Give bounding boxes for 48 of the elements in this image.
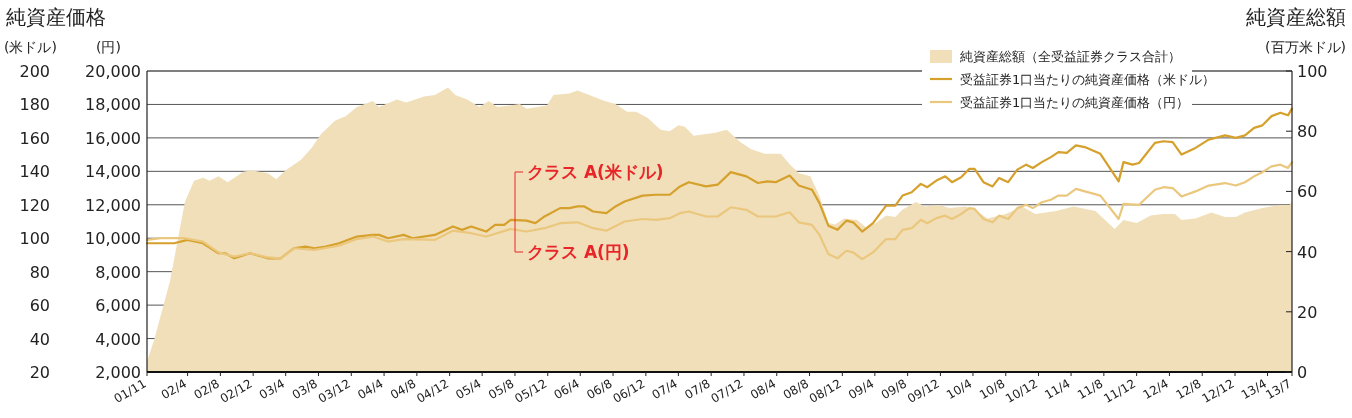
y3-axis-title: (円): [96, 39, 121, 55]
y-tick-label: 40: [29, 329, 50, 349]
y-tick-label: 20: [29, 363, 50, 382]
legend-label: 受益証券1口当たりの純資産価格（米ドル）: [960, 72, 1216, 87]
x-tick-label: 05/4: [453, 376, 484, 403]
y-tick-label: 180: [19, 95, 50, 115]
x-tick-label: 07/4: [649, 376, 680, 403]
y2-axis-title: (百万米ドル): [1265, 39, 1346, 55]
y3-tick-label: 12,000: [85, 195, 141, 215]
x-tick-label: 09/4: [846, 376, 877, 403]
x-tick-label: 03/8: [289, 376, 320, 403]
y3-tick-label: 6,000: [95, 296, 141, 316]
x-tick-label: 10/4: [944, 376, 975, 403]
chart-subtitle: 純資産総額: [1246, 5, 1346, 29]
x-tick-label: 12/4: [1140, 376, 1171, 403]
y-tick-label: 60: [29, 296, 50, 316]
y3-tick-label: 8,000: [95, 262, 141, 282]
x-tick-label: 02/4: [158, 376, 190, 403]
y-tick-label: 140: [19, 162, 50, 182]
x-tick-label: 03/4: [256, 376, 288, 403]
y2-tick-label: 40: [1297, 242, 1318, 262]
y3-tick-label: 16,000: [85, 128, 141, 148]
y2-tick-label: 20: [1297, 302, 1318, 322]
y2-tick-label: 100: [1297, 62, 1328, 81]
annotation: クラス A(円): [527, 242, 630, 262]
y2-tick-label: 0: [1297, 363, 1308, 382]
y3-tick-label: 14,000: [85, 162, 141, 182]
x-tick-label: 02/8: [191, 376, 222, 403]
x-tick-label: 11/4: [1042, 376, 1073, 403]
legend-label: 受益証券1口当たりの純資産価格（円）: [960, 95, 1190, 110]
y2-tick-label: 60: [1297, 182, 1318, 202]
y-tick-label: 120: [19, 195, 50, 215]
x-tick-label: 08/4: [747, 376, 779, 403]
y3-tick-label: 18,000: [85, 95, 141, 115]
y-tick-label: 160: [19, 128, 50, 148]
y-tick-label: 200: [19, 62, 50, 81]
x-tick-label: 06/4: [551, 376, 582, 403]
x-tick-label: 04/4: [355, 376, 386, 403]
y-tick-label: 100: [19, 229, 50, 249]
y2-tick-label: 80: [1297, 122, 1318, 142]
chart-title: 純資産価格: [6, 5, 106, 29]
y-tick-label: 80: [29, 262, 50, 282]
annotation: クラス A(米ドル): [527, 162, 664, 182]
y3-tick-label: 10,000: [85, 229, 141, 249]
y-axis-title: (米ドル): [4, 39, 57, 55]
y3-tick-label: 20,000: [85, 62, 141, 81]
legend-label: 純資産総額（全受益証券クラス合計）: [960, 49, 1181, 64]
y3-tick-label: 4,000: [95, 329, 141, 349]
